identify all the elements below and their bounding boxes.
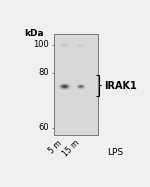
Text: kDa: kDa [25,29,44,38]
Ellipse shape [76,84,85,89]
Ellipse shape [78,45,83,46]
Text: 80: 80 [38,68,49,77]
Ellipse shape [77,44,84,47]
Ellipse shape [59,43,69,47]
Text: IRAK1: IRAK1 [104,81,137,91]
Ellipse shape [60,84,70,89]
Ellipse shape [61,85,68,88]
Ellipse shape [76,83,86,90]
Ellipse shape [59,83,70,90]
Ellipse shape [80,86,82,87]
Ellipse shape [79,85,83,88]
Ellipse shape [62,85,67,88]
Ellipse shape [78,85,84,88]
Ellipse shape [78,85,84,88]
Text: 60: 60 [38,123,49,132]
Ellipse shape [58,82,71,91]
Text: 5 m: 5 m [47,138,63,155]
Ellipse shape [61,84,69,89]
Ellipse shape [77,84,85,89]
Text: 15 m: 15 m [61,138,81,158]
Ellipse shape [63,86,66,87]
Ellipse shape [76,44,85,47]
Ellipse shape [62,85,68,88]
Text: 100: 100 [33,40,49,49]
Text: LPS: LPS [107,148,123,157]
Ellipse shape [62,44,67,46]
Ellipse shape [60,43,68,46]
Bar [54,34,98,135]
Ellipse shape [79,86,83,88]
